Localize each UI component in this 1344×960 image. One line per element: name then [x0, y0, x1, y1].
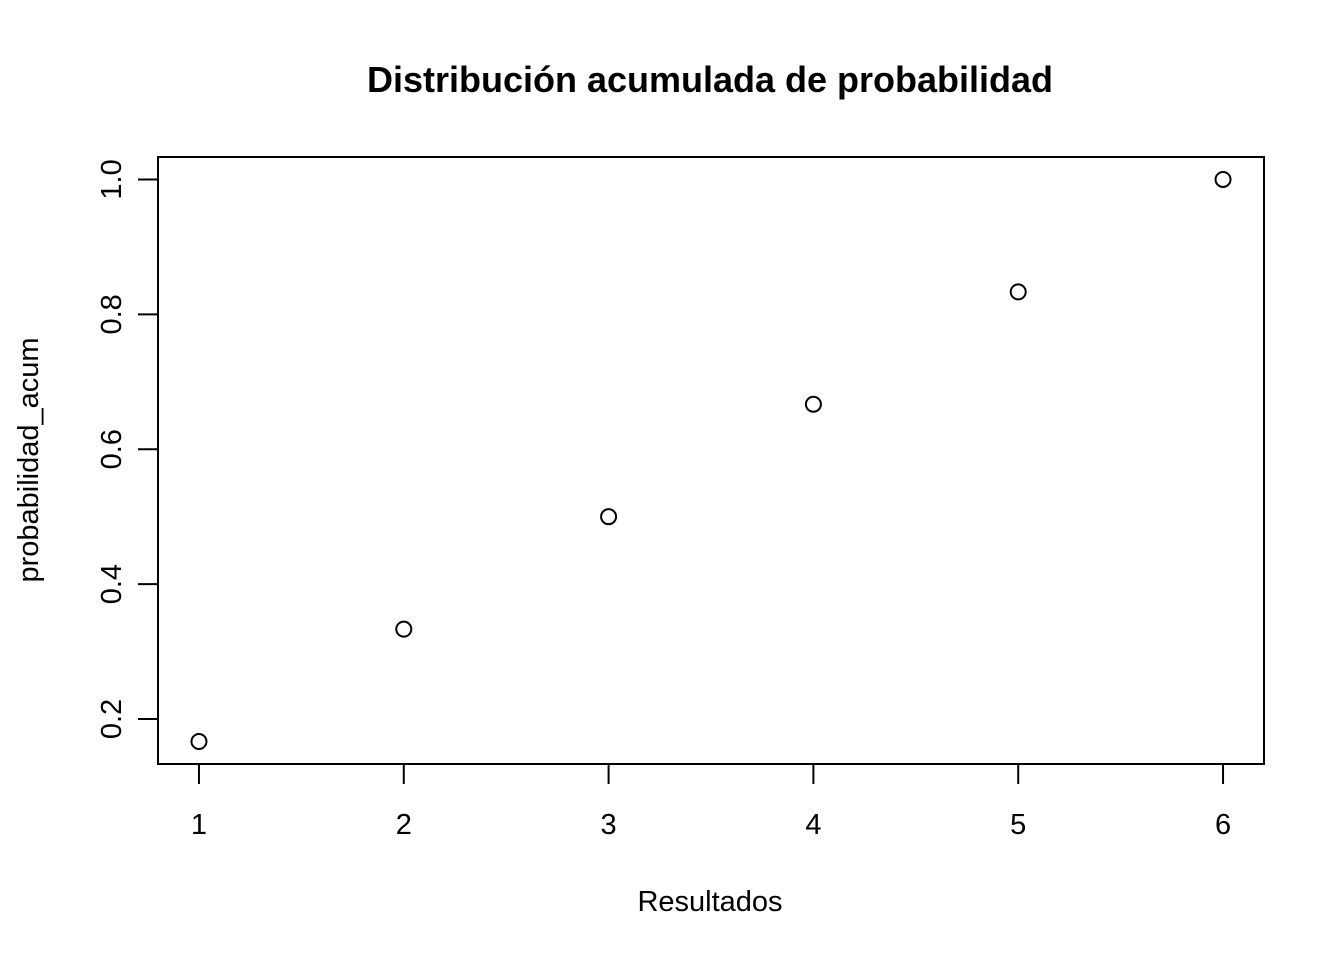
y-tick-label: 0.2: [96, 699, 128, 739]
data-point: [804, 395, 822, 413]
x-tick-label: 1: [191, 809, 207, 841]
y-tick-label: 0.6: [96, 429, 128, 469]
x-tick-label: 6: [1215, 809, 1231, 841]
data-points: [190, 170, 1232, 750]
chart-title: Distribución acumulada de probabilidad: [367, 59, 1053, 100]
x-tick-label: 4: [805, 809, 821, 841]
x-tick-label: 3: [601, 809, 617, 841]
data-point: [600, 508, 618, 526]
y-tick-label: 0.4: [96, 564, 128, 604]
data-point: [1214, 170, 1232, 188]
x-tick-label: 5: [1010, 809, 1026, 841]
data-point: [1009, 283, 1027, 301]
x-axis-label: Resultados: [637, 886, 782, 918]
data-point: [395, 620, 413, 638]
y-axis: 0.2 0.4 0.6 0.8 1.0: [96, 159, 159, 739]
data-point: [190, 732, 208, 750]
y-tick-label: 0.8: [96, 294, 128, 334]
y-axis-label: probabilidad_acum: [13, 337, 45, 582]
y-tick-label: 1.0: [96, 159, 128, 199]
x-axis: 1 2 3 4 5 6: [191, 763, 1231, 841]
x-tick-label: 2: [396, 809, 412, 841]
plot-frame: [157, 156, 1265, 765]
